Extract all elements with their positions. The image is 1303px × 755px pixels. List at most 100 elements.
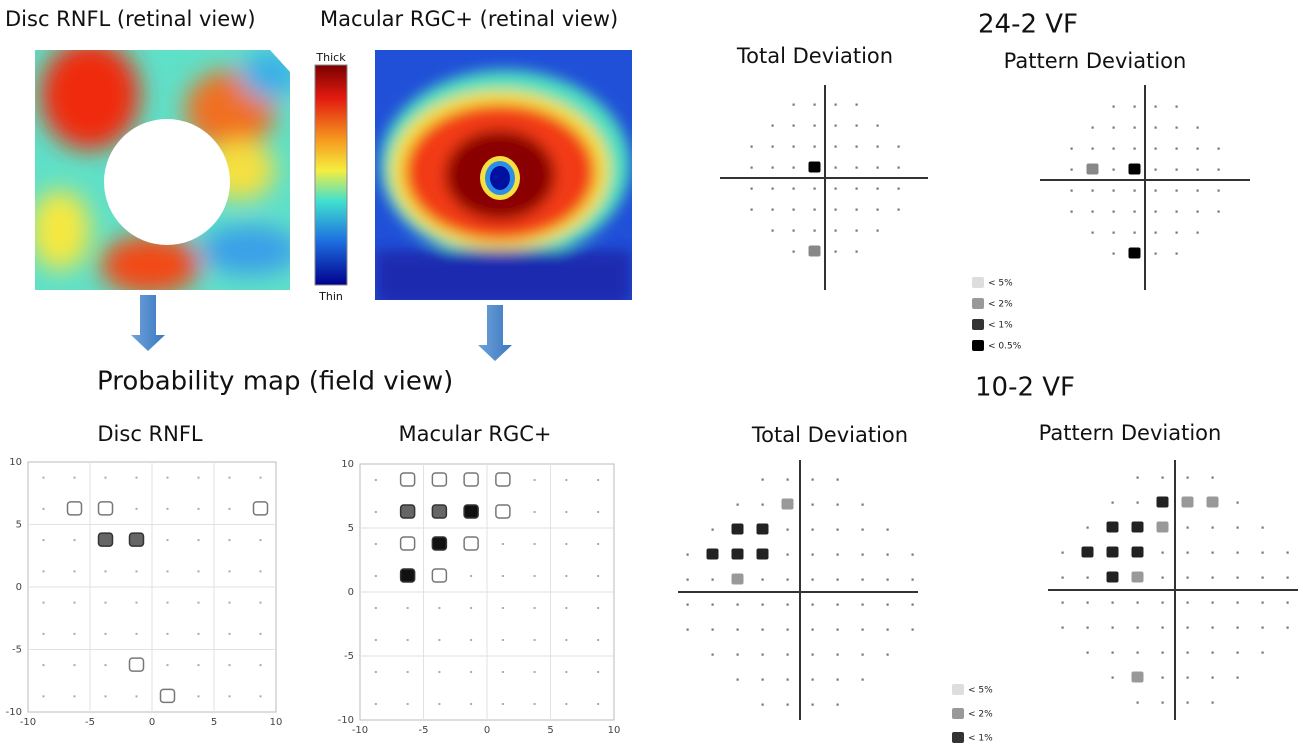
vf-dot bbox=[1137, 702, 1139, 704]
vf-dot bbox=[762, 479, 764, 481]
vf-dot bbox=[787, 579, 789, 581]
vf-dot bbox=[1155, 106, 1157, 108]
map-dot bbox=[534, 575, 536, 577]
vf-dot bbox=[1134, 127, 1136, 129]
vf-dot bbox=[1218, 190, 1220, 192]
map-dot bbox=[502, 639, 504, 641]
vf-dot bbox=[835, 104, 837, 106]
vf-dot bbox=[1155, 169, 1157, 171]
vf-dot bbox=[787, 654, 789, 656]
vf-dot bbox=[1237, 652, 1239, 654]
map-dot bbox=[74, 633, 76, 635]
map-square bbox=[401, 537, 415, 550]
map-square bbox=[432, 569, 446, 582]
map-dot bbox=[105, 633, 107, 635]
vf-dot bbox=[1162, 577, 1164, 579]
x-tick-label: 0 bbox=[484, 725, 490, 736]
map-dot bbox=[74, 695, 76, 697]
map-dot bbox=[438, 671, 440, 673]
vf-dot bbox=[793, 146, 795, 148]
vf-dot bbox=[1262, 577, 1264, 579]
vf-dot bbox=[814, 125, 816, 127]
vf-dot bbox=[1137, 602, 1139, 604]
vf-dot bbox=[1197, 190, 1199, 192]
map-dot bbox=[502, 575, 504, 577]
y-tick-label: 10 bbox=[341, 459, 354, 470]
vf-dot bbox=[772, 146, 774, 148]
map-dot bbox=[597, 543, 599, 545]
map-dot bbox=[167, 570, 169, 572]
map-dot bbox=[534, 703, 536, 705]
map-dot bbox=[470, 607, 472, 609]
vf-dot bbox=[1062, 577, 1064, 579]
map-dot bbox=[198, 477, 200, 479]
vf-dot bbox=[793, 209, 795, 211]
map-dot bbox=[597, 511, 599, 513]
map-square bbox=[432, 505, 446, 518]
vf-dot bbox=[835, 230, 837, 232]
vf-symbol bbox=[732, 524, 744, 535]
vf-dot bbox=[687, 629, 689, 631]
map-dot bbox=[198, 508, 200, 510]
vf-dot bbox=[1197, 211, 1199, 213]
map-dot bbox=[260, 477, 262, 479]
map-dot bbox=[260, 602, 262, 604]
map-dot bbox=[565, 543, 567, 545]
vf-symbol bbox=[1132, 522, 1144, 533]
map-dot bbox=[438, 703, 440, 705]
vf-dot bbox=[887, 579, 889, 581]
y-tick-label: 5 bbox=[16, 520, 22, 531]
vf-dot bbox=[1134, 148, 1136, 150]
vf-dot bbox=[837, 529, 839, 531]
legend-label: < 0.5% bbox=[988, 342, 1022, 352]
x-tick-label: 10 bbox=[608, 725, 621, 736]
vf-dot bbox=[772, 167, 774, 169]
vf-dot bbox=[737, 654, 739, 656]
map-dot bbox=[502, 671, 504, 673]
vf-dot bbox=[1212, 552, 1214, 554]
vf10-total: Total Deviation bbox=[751, 423, 908, 447]
vf-dot bbox=[1113, 232, 1115, 234]
map-dot bbox=[43, 539, 45, 541]
y-tick-label: 0 bbox=[348, 587, 354, 598]
map-dot bbox=[198, 664, 200, 666]
map-dot bbox=[43, 508, 45, 510]
vf-dot bbox=[1187, 652, 1189, 654]
vf-dot bbox=[787, 554, 789, 556]
map-dot bbox=[597, 671, 599, 673]
vf-dot bbox=[1155, 148, 1157, 150]
vf-dot bbox=[898, 209, 900, 211]
vf-dot bbox=[1187, 552, 1189, 554]
vf-symbol bbox=[757, 549, 769, 560]
vf-dot bbox=[1112, 502, 1114, 504]
legend-label: < 1% bbox=[988, 321, 1013, 331]
map-dot bbox=[534, 671, 536, 673]
vf-dot bbox=[812, 654, 814, 656]
vf-symbol bbox=[952, 708, 964, 719]
vf-symbol bbox=[1087, 164, 1099, 175]
vf-dot bbox=[1176, 148, 1178, 150]
map-dot bbox=[43, 695, 45, 697]
vf-dot bbox=[1137, 627, 1139, 629]
vf-dot bbox=[1162, 602, 1164, 604]
vf-dot bbox=[835, 167, 837, 169]
map-dot bbox=[534, 543, 536, 545]
vf-dot bbox=[1262, 652, 1264, 654]
vf-symbol bbox=[732, 574, 744, 585]
legend-label: < 5% bbox=[988, 279, 1013, 289]
vf-dot bbox=[856, 230, 858, 232]
vf-dot bbox=[1262, 627, 1264, 629]
vf-dot bbox=[862, 504, 864, 506]
vf-dot bbox=[687, 554, 689, 556]
map-dot bbox=[74, 570, 76, 572]
vf-dot bbox=[1162, 702, 1164, 704]
vf-dot bbox=[887, 629, 889, 631]
colorbar-top: Thick bbox=[315, 51, 346, 64]
vf-dot bbox=[1176, 106, 1178, 108]
vf24-title: 24-2 VF bbox=[978, 10, 1078, 40]
map-square bbox=[130, 658, 144, 671]
legend-label: < 1% bbox=[968, 734, 993, 744]
map-dot bbox=[470, 575, 472, 577]
vf-dot bbox=[1212, 652, 1214, 654]
vf-dot bbox=[1212, 702, 1214, 704]
